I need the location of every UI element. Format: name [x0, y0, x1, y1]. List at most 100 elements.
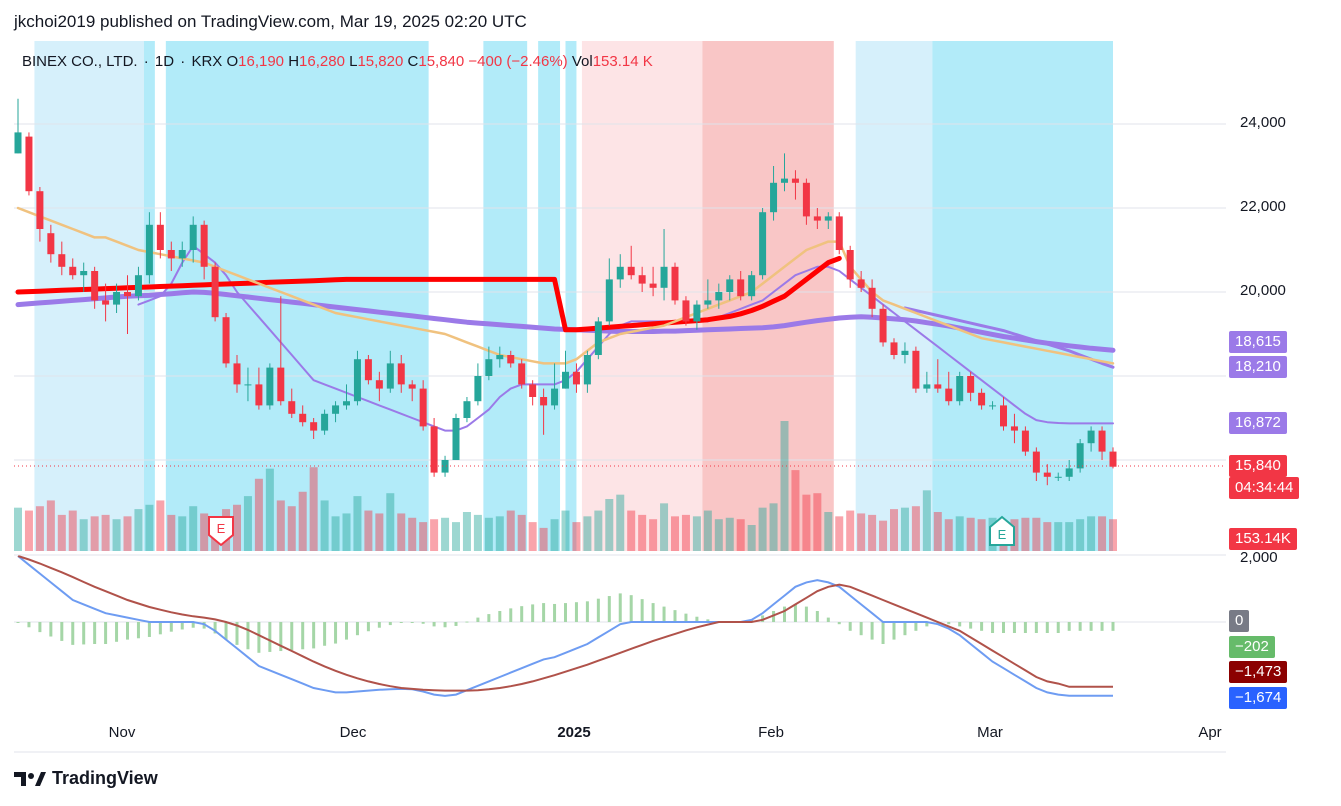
candle — [222, 313, 230, 368]
candle — [321, 409, 329, 435]
volume-bar — [1054, 522, 1063, 551]
volume-bar — [725, 517, 734, 551]
candle-body — [353, 359, 361, 402]
volume-bar — [200, 513, 209, 551]
macd-histogram-bar — [804, 606, 808, 622]
volume-bar — [484, 517, 493, 551]
candle — [364, 355, 372, 385]
macd-histogram-bar — [695, 616, 699, 622]
volume-bar — [681, 514, 690, 551]
volume-bar — [561, 510, 570, 551]
symbol-legend[interactable]: BINEX CO., LTD. · 1D · KRX O16,190 H16,2… — [22, 53, 653, 70]
macd-histogram-bar — [126, 622, 129, 640]
candle-body — [594, 321, 602, 355]
macd-histogram-bar — [629, 595, 633, 622]
volume-bar — [452, 522, 460, 551]
candle-body — [507, 355, 515, 364]
volume-bar — [813, 493, 822, 551]
volume-bar — [791, 470, 800, 551]
volume-bar — [1087, 516, 1096, 551]
last-price-tag: 15,840 — [1229, 455, 1287, 477]
macd-histogram-bar — [837, 622, 841, 625]
earnings-marker[interactable]: E — [208, 516, 234, 547]
volume-bar — [243, 496, 252, 551]
candle-body — [846, 250, 854, 280]
candle — [934, 359, 942, 393]
volume-bar — [1076, 519, 1085, 551]
macd-histogram-bar — [1023, 622, 1027, 633]
candle — [682, 296, 690, 326]
volume-bar — [375, 513, 384, 551]
candle-body — [1032, 451, 1040, 473]
volume-bar — [14, 507, 22, 551]
candle-body — [540, 397, 548, 406]
candle-body — [627, 266, 635, 276]
candle-body — [36, 191, 44, 229]
macd-histogram-bar — [903, 622, 907, 636]
candle-body — [200, 224, 208, 267]
volume-bar — [473, 514, 482, 551]
close-value: 15,840 — [418, 53, 465, 70]
candle-body — [1000, 405, 1007, 427]
candle — [737, 271, 745, 301]
candle — [748, 271, 756, 301]
macd-histogram-bar — [607, 596, 611, 622]
candle-body — [835, 216, 843, 250]
macd-histogram-bar — [772, 611, 776, 622]
candle — [113, 283, 121, 313]
macd-histogram-bar — [158, 622, 162, 635]
candle-body — [802, 182, 810, 217]
macd-histogram-bar — [399, 622, 403, 623]
macd-histogram-bar — [366, 622, 370, 632]
macd-histogram-tag: −202 — [1229, 636, 1275, 658]
volume-bar — [1032, 517, 1041, 551]
macd-histogram-bar — [1012, 622, 1016, 633]
vol-label: Vol — [571, 53, 593, 70]
macd-histogram-bar — [553, 603, 557, 622]
brand-footer[interactable]: TradingView — [14, 768, 158, 789]
macd-histogram-bar — [235, 622, 239, 645]
volume-bar — [309, 467, 318, 551]
volume-bar — [320, 500, 329, 551]
macd-histogram-bar — [815, 611, 819, 622]
candle — [419, 380, 427, 431]
interval: 1D — [154, 53, 175, 70]
candle — [770, 166, 778, 221]
candle — [956, 371, 964, 406]
volume-bar — [879, 520, 888, 551]
volume-bar — [638, 514, 647, 551]
earnings-marker[interactable]: E — [989, 515, 1015, 546]
volume-tag: 153.14K — [1229, 528, 1297, 550]
candle — [967, 371, 975, 402]
candle-body — [222, 317, 230, 364]
volume-bar — [736, 519, 745, 551]
candle — [1087, 426, 1095, 452]
candle — [518, 359, 526, 389]
macd-histogram-bar — [268, 622, 272, 652]
candle-body — [277, 367, 285, 402]
volume-bar — [287, 506, 296, 551]
candle-body — [233, 363, 241, 385]
candle — [846, 245, 854, 288]
macd-histogram-bar — [542, 603, 546, 622]
volume-value: 153.14 K — [592, 53, 653, 70]
highlight-band — [855, 41, 933, 551]
volume-bar — [24, 510, 33, 551]
volume-bar — [692, 516, 701, 551]
volume-bar — [1043, 522, 1052, 551]
volume-bar — [824, 512, 833, 551]
macd-histogram-bar — [936, 622, 940, 625]
candle-body — [518, 363, 526, 385]
candle — [200, 220, 208, 280]
candle — [277, 296, 285, 406]
macd-histogram-bar — [914, 622, 918, 631]
candle-body — [310, 422, 318, 431]
candle — [1021, 426, 1029, 456]
volume-bar — [156, 500, 165, 551]
macd-histogram-bar — [618, 593, 622, 622]
volume-bar — [660, 503, 669, 551]
candle-body — [890, 342, 898, 355]
candle-body — [266, 367, 274, 406]
macd-histogram-bar — [487, 614, 491, 622]
